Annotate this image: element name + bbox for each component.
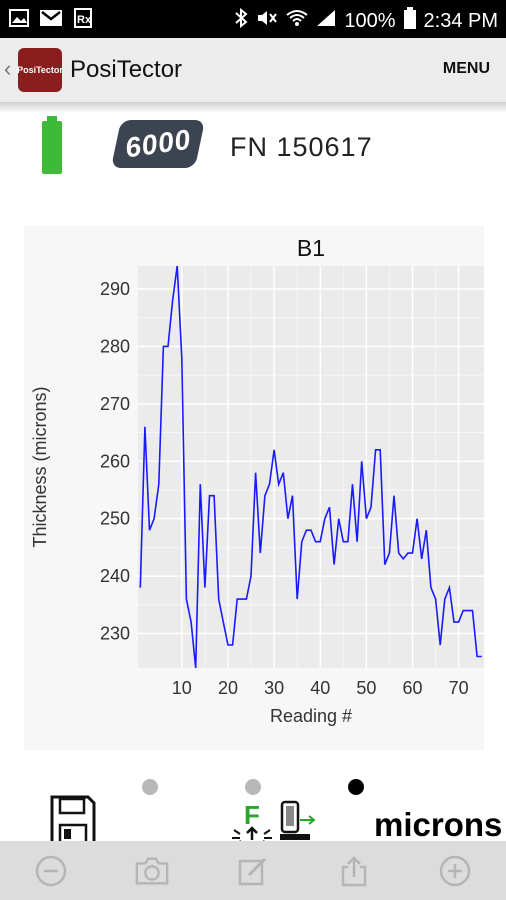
y-tick-label: 250: [100, 509, 130, 529]
y-tick-label: 230: [100, 624, 130, 644]
status-notification-icons: Rx: [8, 8, 94, 28]
y-tick-label: 270: [100, 394, 130, 414]
plus-circle-icon[interactable]: [437, 853, 473, 889]
units-label[interactable]: microns: [374, 806, 503, 843]
x-axis-label: Reading #: [270, 706, 352, 726]
battery-full-icon: [42, 116, 62, 174]
x-tick-label: 60: [402, 678, 422, 698]
wifi-icon: [286, 9, 308, 33]
y-tick-labels: 230 240 250 260 270 280 290: [100, 279, 130, 644]
y-tick-label: 290: [100, 279, 130, 299]
menu-button[interactable]: MENU: [442, 60, 490, 77]
status-system-icons: 100% 2:34 PM: [234, 7, 498, 35]
clock: 2:34 PM: [423, 9, 498, 32]
x-tick-label: 30: [264, 678, 284, 698]
status-bar: Rx 100% 2:34 PM: [0, 0, 506, 38]
edit-note-icon[interactable]: [235, 853, 271, 889]
app-logo-text: PosiTector: [17, 64, 63, 75]
gmail-icon: [40, 8, 62, 28]
save-floppy-icon[interactable]: [50, 795, 96, 845]
probe-fn-label: FN 150617: [230, 132, 373, 162]
bottom-toolbar: [0, 841, 506, 900]
image-icon: [8, 8, 30, 28]
share-icon[interactable]: [336, 853, 372, 889]
page-indicator-dot[interactable]: [245, 779, 261, 795]
app-bar: ‹ PosiTector PosiTector MENU: [0, 38, 506, 103]
minus-circle-icon[interactable]: [33, 853, 69, 889]
x-tick-label: 40: [310, 678, 330, 698]
battery-percent: 100%: [344, 9, 396, 32]
chart-title: B1: [297, 235, 325, 261]
signal-icon: [316, 9, 336, 33]
y-tick-label: 260: [100, 451, 130, 471]
y-tick-label: 280: [100, 336, 130, 356]
x-tick-label: 50: [356, 678, 376, 698]
plot-area: [138, 266, 484, 668]
x-tick-labels: 10 20 30 40 50 60 70: [172, 678, 469, 698]
model-number: 6000: [122, 123, 193, 164]
mute-icon: [256, 9, 278, 33]
grid: [138, 266, 484, 668]
bluetooth-icon: [234, 7, 248, 34]
x-tick-label: 10: [172, 678, 192, 698]
x-tick-label: 70: [449, 678, 469, 698]
x-tick-label: 20: [218, 678, 238, 698]
thickness-chart[interactable]: 230 240 250 260 270 280 290 10 20 30 40 50 60 70 B1 …: [24, 226, 484, 750]
page-indicator-dot-active[interactable]: [348, 779, 364, 795]
probe-letter: F: [244, 800, 260, 830]
y-axis-label: Thickness (microns): [30, 386, 50, 547]
y-tick-label: 240: [100, 566, 130, 586]
svg-text:Rx: Rx: [77, 14, 92, 26]
prescription-icon: Rx: [72, 8, 94, 28]
thickness-series-line: [139, 265, 482, 669]
app-title: PosiTector: [70, 56, 183, 83]
camera-icon[interactable]: [134, 853, 170, 889]
app-bar-shadow: [0, 103, 506, 113]
app-logo[interactable]: PosiTector: [17, 48, 63, 92]
model-badge: 6000: [110, 120, 206, 168]
battery-icon: [403, 7, 416, 35]
probe-ferrous-mode-icon[interactable]: F: [230, 796, 320, 846]
page-indicator-dot[interactable]: [142, 779, 158, 795]
back-chevron-icon[interactable]: ‹: [4, 56, 12, 81]
